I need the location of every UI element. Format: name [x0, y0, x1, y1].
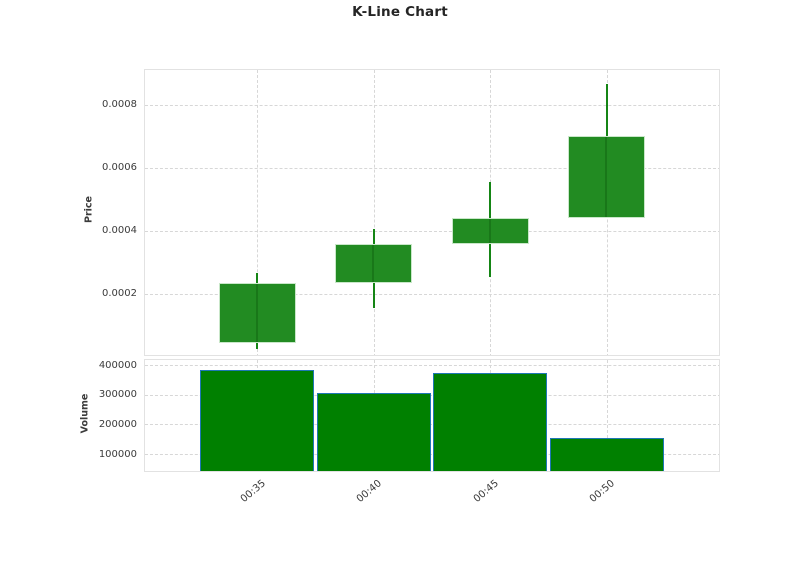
- chart-title: K-Line Chart: [352, 4, 448, 20]
- candle-wick-through-body: [372, 244, 374, 282]
- volume-gridline-y: [144, 394, 719, 396]
- price-ytick-label: 0.0002: [102, 288, 137, 300]
- candle-wick-through-body: [605, 137, 607, 218]
- candle-body: [218, 282, 296, 343]
- volume-bar: [549, 437, 664, 471]
- volume-bar: [200, 369, 314, 471]
- price-gridline-y: [144, 104, 719, 106]
- volume-bar: [316, 393, 431, 471]
- price-ytick-label: 0.0008: [102, 99, 137, 111]
- price-gridline-y: [144, 230, 719, 232]
- price-ytick-label: 0.0004: [102, 225, 137, 237]
- x-tick-label: 00:40: [354, 478, 385, 505]
- x-tick-label: 00:45: [471, 478, 501, 505]
- price-gridline-y: [144, 293, 719, 295]
- x-tick-label: 00:35: [238, 478, 268, 505]
- price-ytick-label: 0.0006: [102, 162, 137, 174]
- x-tick-label: 00:50: [587, 478, 618, 505]
- volume-gridline-x: [606, 359, 608, 471]
- candle-body: [451, 218, 529, 244]
- candle-body: [335, 243, 412, 283]
- price-gridline-y: [144, 167, 719, 169]
- price-pane: [143, 68, 720, 356]
- volume-bar: [433, 372, 547, 471]
- price-gridline-x: [257, 69, 258, 355]
- volume-ytick-label: 100000: [98, 448, 137, 460]
- candle-body: [568, 136, 645, 219]
- volume-ytick-label: 200000: [98, 418, 137, 430]
- volume-pane: [143, 358, 720, 472]
- candle-wick-through-body: [255, 283, 258, 342]
- volume-gridline-y: [144, 365, 719, 367]
- price-gridline-x: [373, 69, 375, 355]
- volume-ytick-label: 300000: [98, 389, 137, 401]
- candle-wick-through-body: [488, 219, 491, 243]
- volume-ytick-label: 400000: [98, 359, 137, 371]
- volume-gridline-y: [144, 424, 719, 426]
- volume-gridline-y: [144, 454, 719, 456]
